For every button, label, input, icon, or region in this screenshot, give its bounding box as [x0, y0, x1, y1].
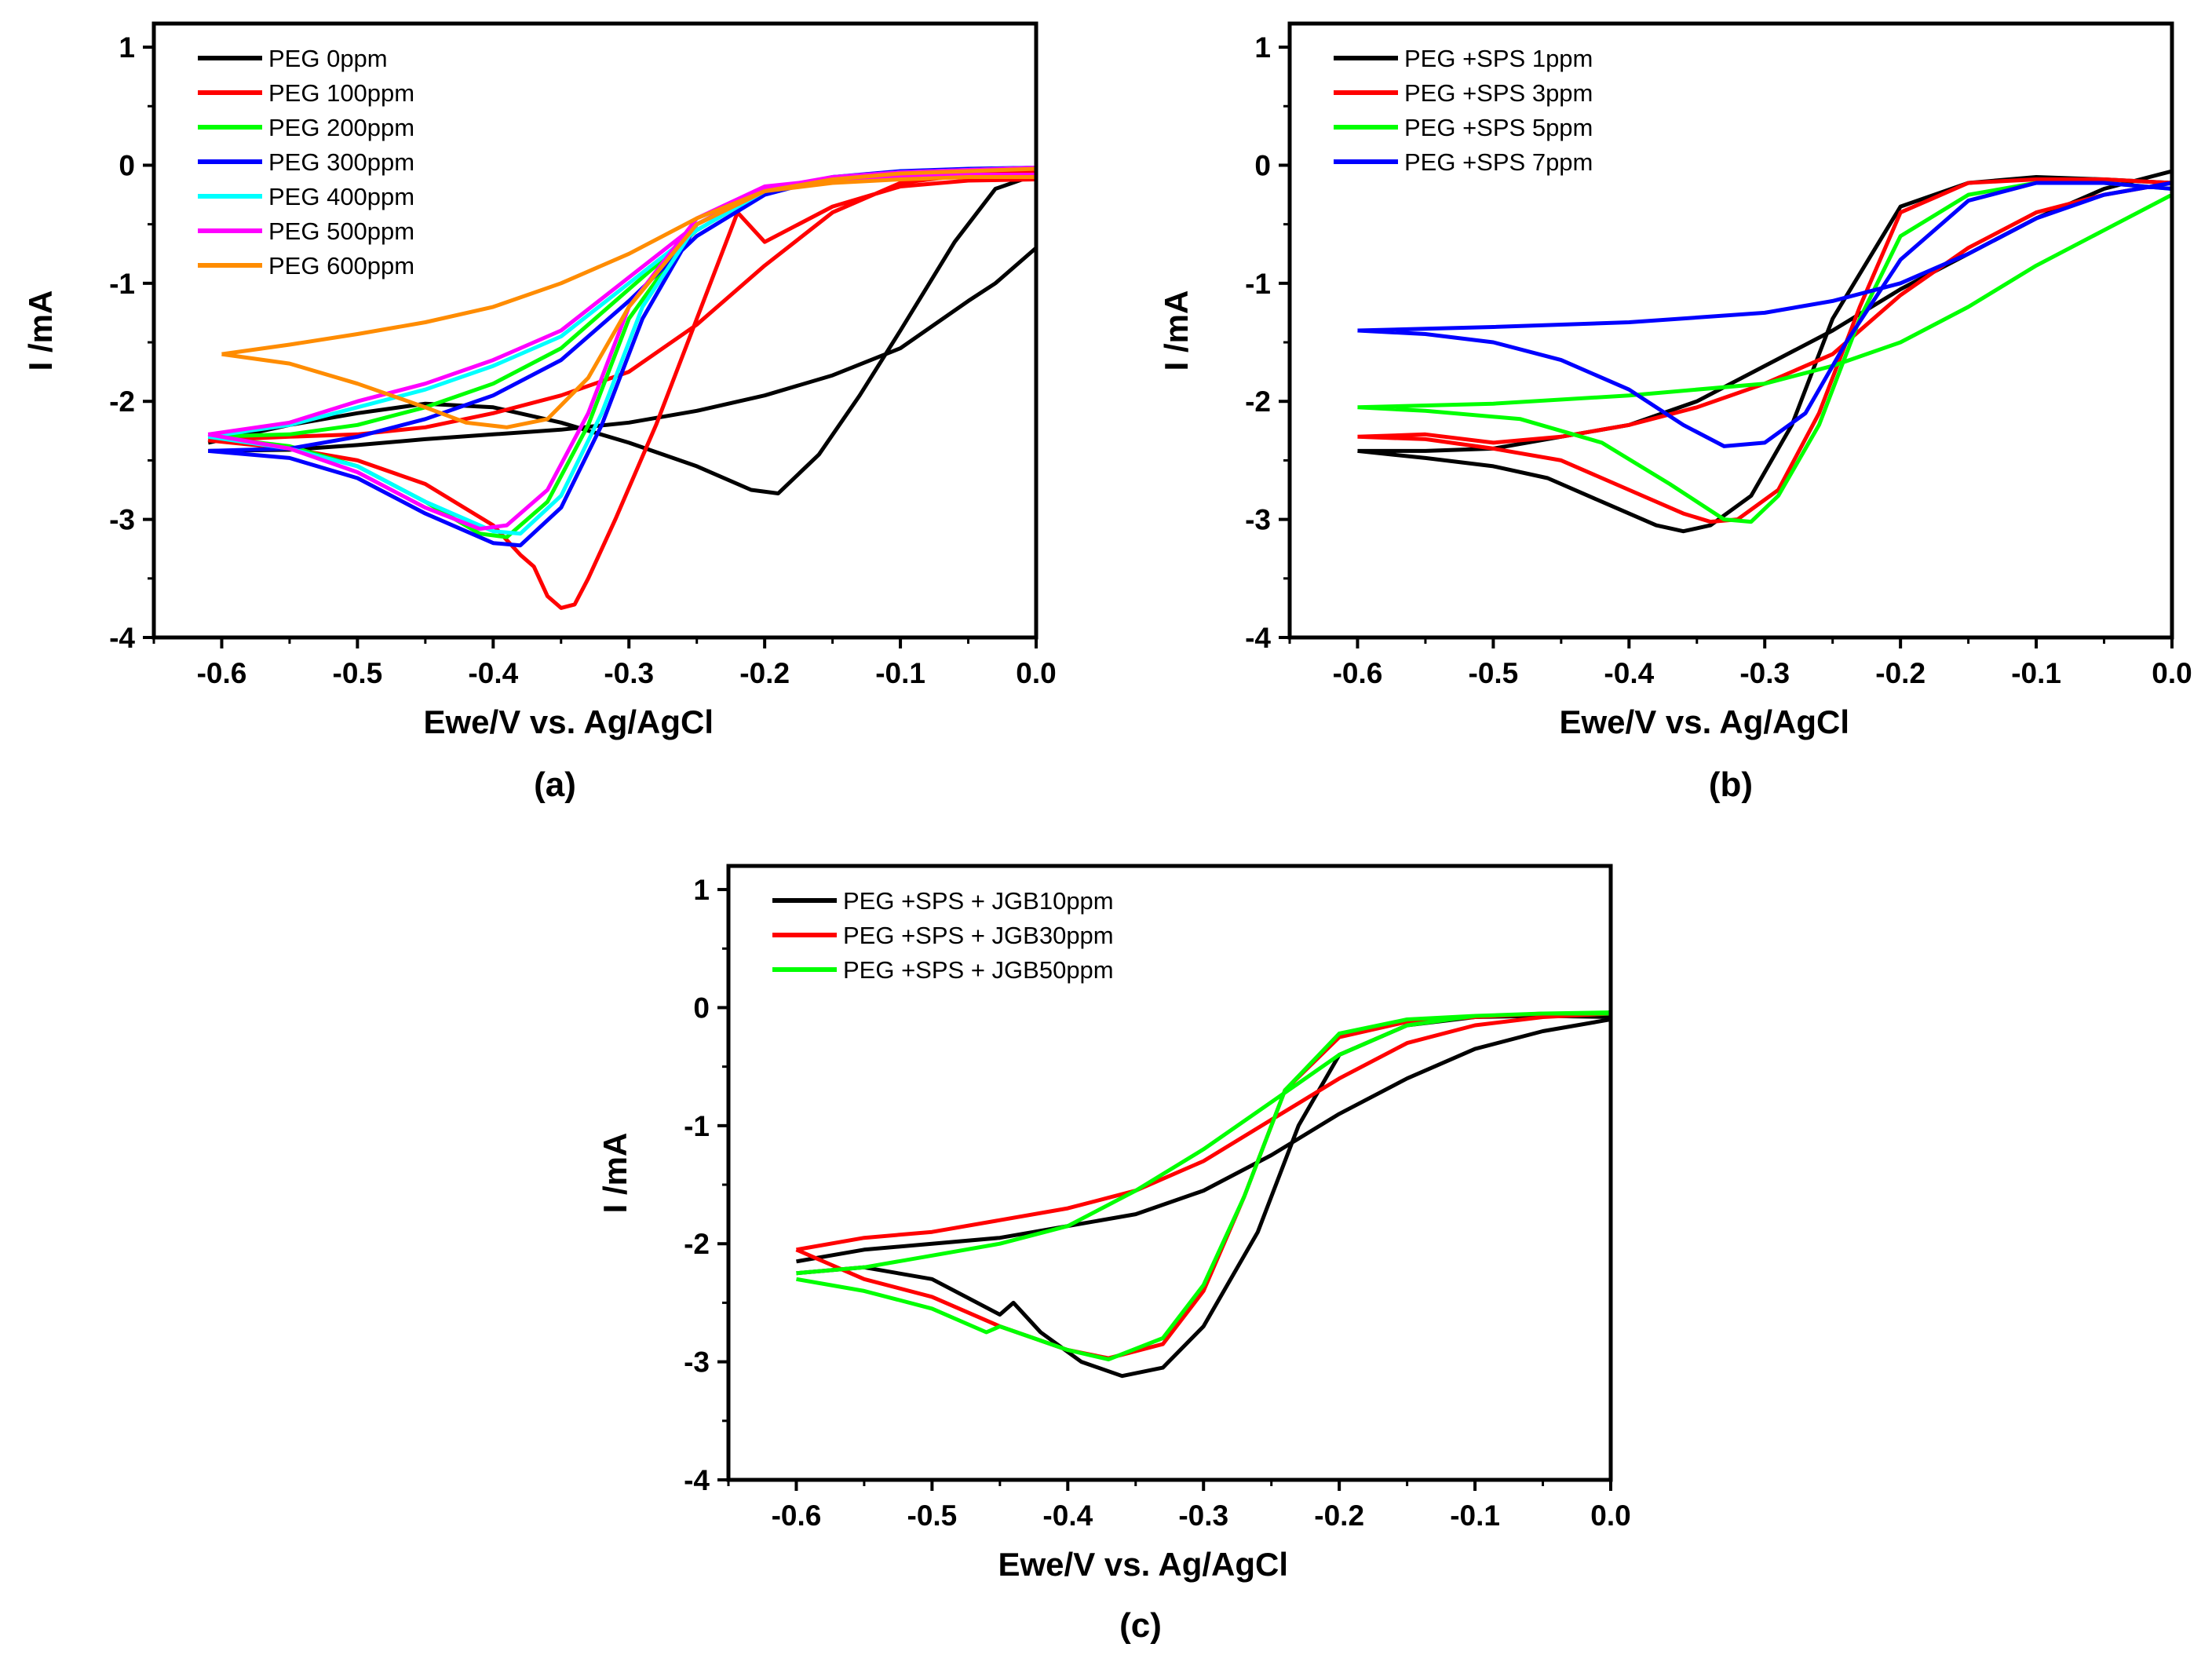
x-axis-label: Ewe/V vs. Ag/AgCl	[424, 703, 714, 740]
legend-label: PEG 400ppm	[268, 183, 414, 210]
series-line-1	[796, 1014, 1611, 1379]
legend-label: PEG +SPS 1ppm	[1404, 45, 1593, 72]
series-line-2	[1357, 177, 2172, 524]
series-group	[1357, 169, 2172, 534]
panel-label: (a)	[534, 765, 576, 804]
legend-label: PEG 600ppm	[268, 252, 414, 279]
x-tick-label: -0.6	[197, 657, 247, 689]
y-tick-label: -1	[109, 268, 135, 300]
series-line-4	[1357, 181, 2172, 448]
y-tick-label: -3	[109, 504, 135, 536]
legend-label: PEG +SPS 5ppm	[1404, 114, 1593, 141]
legend-label: PEG 200ppm	[268, 114, 414, 141]
y-tick-label: 0	[693, 992, 710, 1024]
y-axis-label: I /mA	[22, 290, 59, 371]
legend-label: PEG +SPS + JGB30ppm	[843, 922, 1114, 949]
series-line-6	[207, 166, 1036, 531]
x-tick-label: -0.3	[604, 657, 654, 689]
y-axis-label: I /mA	[597, 1133, 633, 1214]
y-tick-label: -2	[1245, 385, 1271, 418]
panel-label: (b)	[1709, 765, 1753, 804]
x-tick-label: -0.2	[1875, 657, 1925, 689]
legend: PEG 0ppm PEG 100ppm PEG 200ppm PEG 300ppm PE…	[198, 45, 414, 279]
x-tick-label: -0.4	[1042, 1499, 1093, 1532]
x-tick-label: -0.3	[1739, 657, 1790, 689]
y-tick-label: 0	[1254, 149, 1271, 181]
y-tick-label: -4	[109, 622, 135, 654]
y-tick-label: -2	[109, 385, 135, 418]
legend-label: PEG 100ppm	[268, 79, 414, 107]
legend-label: PEG 0ppm	[268, 45, 388, 72]
x-tick-label: 0.0	[1016, 657, 1056, 689]
x-tick-label: -0.1	[1450, 1499, 1500, 1532]
x-tick-label: -0.6	[772, 1499, 822, 1532]
series-line-1	[1357, 169, 2172, 534]
legend-label: PEG +SPS + JGB50ppm	[843, 956, 1114, 984]
y-tick-label: -3	[684, 1346, 710, 1379]
panel-label: (c)	[1119, 1606, 1162, 1645]
y-tick-label: -2	[684, 1228, 710, 1260]
y-tick-label: -1	[684, 1110, 710, 1142]
x-tick-label: 0.0	[2152, 657, 2192, 689]
y-tick-label: -3	[1245, 504, 1271, 536]
x-tick-label: -0.2	[1314, 1499, 1364, 1532]
x-tick-label: -0.2	[739, 657, 790, 689]
y-tick-label: 1	[1254, 31, 1271, 64]
y-axis-label: I /mA	[1158, 290, 1195, 371]
panel-b: -0.6 -0.5 -0.4 -0.3 -0.2 -0.1 0.0 -4 -3 -2 -1 0 1 Ewe…	[1158, 21, 2192, 804]
panel-a: -0.6 -0.5 -0.4 -0.3 -0.2 -0.1 0.0 -4 -3 -2 -1 0 1 Ewe…	[22, 21, 1057, 804]
plot-frame	[151, 21, 1038, 640]
legend-label: PEG +SPS 3ppm	[1404, 79, 1593, 107]
x-tick-label: -0.6	[1333, 657, 1383, 689]
panel-c: -0.6 -0.5 -0.4 -0.3 -0.2 -0.1 0.0 -4 -3 -2 -1 0 1 Ewe…	[597, 864, 1631, 1645]
x-tick-label: -0.4	[1604, 657, 1654, 689]
x-tick-label: -0.5	[907, 1499, 958, 1532]
x-tick-label: -0.5	[1469, 657, 1519, 689]
series-line-2	[207, 169, 1036, 610]
series-line-1	[207, 173, 1036, 495]
legend: PEG +SPS + JGB10ppm PEG +SPS + JGB30ppm PE…	[772, 887, 1114, 984]
x-tick-label: -0.1	[875, 657, 925, 689]
legend: PEG +SPS 1ppm PEG +SPS 3ppm PEG +SPS 5ppm P…	[1334, 45, 1593, 176]
y-tick-label: -4	[1245, 622, 1271, 654]
x-axis-label: Ewe/V vs. Ag/AgCl	[1560, 703, 1850, 740]
y-tick-label: 0	[119, 149, 135, 181]
x-tick-label: -0.5	[333, 657, 383, 689]
legend-label: PEG +SPS + JGB10ppm	[843, 887, 1114, 915]
x-tick-label: -0.4	[468, 657, 518, 689]
series-line-3	[796, 1010, 1611, 1362]
legend-label: PEG 300ppm	[268, 148, 414, 176]
x-axis-label: Ewe/V vs. Ag/AgCl	[998, 1546, 1289, 1583]
y-tick-label: 1	[693, 874, 710, 906]
series-group	[207, 166, 1036, 610]
plot-frame	[726, 864, 1613, 1482]
x-tick-label: 0.0	[1590, 1499, 1630, 1532]
y-tick-label: -4	[684, 1464, 710, 1496]
series-line-7	[221, 166, 1036, 429]
series-group	[795, 1010, 1611, 1379]
legend-label: PEG 500ppm	[268, 217, 414, 245]
plot-frame	[1287, 21, 2174, 640]
y-tick-label: -1	[1245, 268, 1271, 300]
legend-label: PEG +SPS 7ppm	[1404, 148, 1593, 176]
y-tick-label: 1	[119, 31, 135, 64]
x-tick-label: -0.1	[2011, 657, 2061, 689]
x-tick-label: -0.3	[1178, 1499, 1228, 1532]
